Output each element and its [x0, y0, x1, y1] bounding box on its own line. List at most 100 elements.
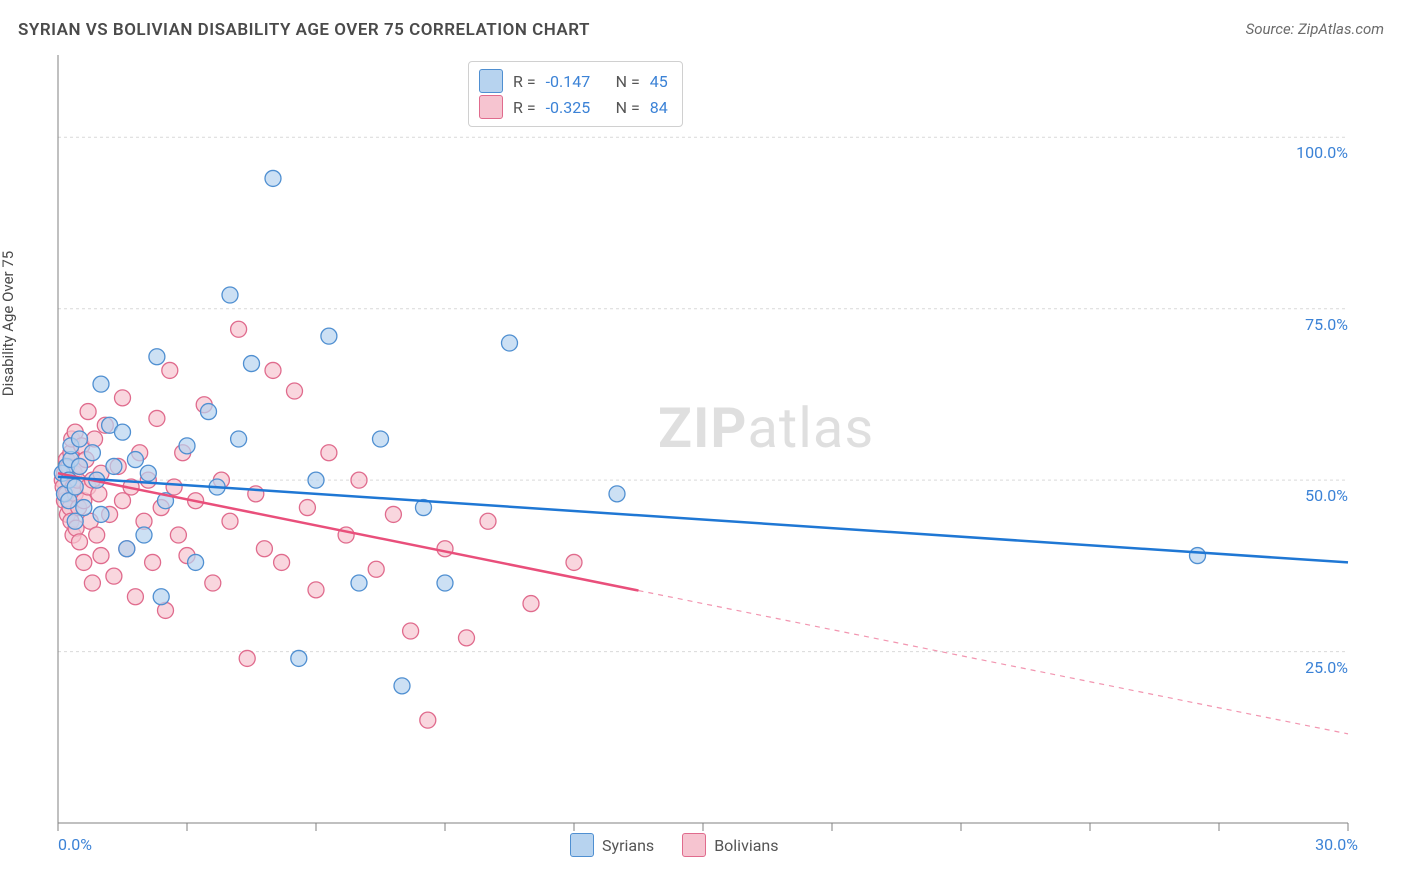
legend-n-label: N =: [616, 72, 640, 91]
scatter-point: [609, 486, 625, 502]
scatter-point: [265, 170, 281, 186]
scatter-point: [222, 287, 238, 303]
trend-line: [58, 477, 1348, 563]
legend-n-value: 84: [650, 98, 668, 117]
legend-swatch: [682, 833, 706, 857]
y-tick-label: 75.0%: [1278, 315, 1348, 334]
scatter-point: [403, 623, 419, 639]
y-tick-label: 25.0%: [1278, 658, 1348, 677]
legend-bottom-series: Syrians Bolivians: [570, 833, 779, 857]
scatter-point: [222, 513, 238, 529]
scatter-point: [115, 390, 131, 406]
scatter-point: [321, 445, 337, 461]
legend-stat-row: R = -0.147 N = 45: [479, 68, 668, 94]
scatter-point: [140, 465, 156, 481]
scatter-point: [523, 596, 539, 612]
legend-swatch: [479, 69, 503, 93]
scatter-point: [93, 506, 109, 522]
legend-r-value: -0.147: [546, 72, 606, 91]
scatter-point: [256, 541, 272, 557]
scatter-point: [368, 561, 384, 577]
scatter-point: [239, 650, 255, 666]
scatter-point: [115, 493, 131, 509]
scatter-point: [67, 513, 83, 529]
legend-r-label: R =: [513, 72, 536, 91]
chart-container: Disability Age Over 75 25.0%50.0%75.0%10…: [18, 55, 1388, 865]
scatter-point: [179, 438, 195, 454]
scatter-point: [72, 431, 88, 447]
trend-line-extrapolated: [639, 591, 1349, 734]
y-axis-label: Disability Age Over 75: [0, 251, 17, 396]
scatter-point: [459, 630, 475, 646]
scatter-point: [274, 554, 290, 570]
scatter-point: [93, 548, 109, 564]
scatter-point: [93, 376, 109, 392]
scatter-point: [373, 431, 389, 447]
correlation-scatter-chart: [18, 55, 1388, 863]
scatter-point: [385, 506, 401, 522]
y-tick-label: 50.0%: [1278, 486, 1348, 505]
scatter-point: [299, 500, 315, 516]
legend-swatch: [570, 833, 594, 857]
x-tick-label: 30.0%: [1298, 835, 1358, 854]
scatter-point: [231, 431, 247, 447]
legend-r-value: -0.325: [546, 98, 606, 117]
scatter-point: [72, 534, 88, 550]
scatter-point: [265, 362, 281, 378]
scatter-point: [351, 472, 367, 488]
scatter-point: [149, 410, 165, 426]
scatter-point: [287, 383, 303, 399]
scatter-point: [145, 554, 161, 570]
scatter-point: [437, 541, 453, 557]
legend-n-value: 45: [650, 72, 668, 91]
scatter-point: [502, 335, 518, 351]
scatter-point: [72, 458, 88, 474]
legend-r-label: R =: [513, 98, 536, 117]
scatter-point: [115, 424, 131, 440]
scatter-point: [394, 678, 410, 694]
x-tick-label: 0.0%: [58, 835, 92, 854]
scatter-point: [205, 575, 221, 591]
scatter-point: [308, 582, 324, 598]
scatter-point: [149, 349, 165, 365]
source-label: Source:: [1246, 20, 1295, 38]
legend-series-label: Syrians: [602, 836, 654, 855]
scatter-point: [106, 458, 122, 474]
y-tick-label: 100.0%: [1278, 143, 1348, 162]
legend-series-item: Syrians: [570, 833, 654, 857]
scatter-point: [1190, 548, 1206, 564]
scatter-point: [80, 404, 96, 420]
scatter-point: [291, 650, 307, 666]
source-name: ZipAtlas.com: [1298, 20, 1384, 38]
scatter-point: [351, 575, 367, 591]
scatter-point: [76, 554, 92, 570]
scatter-point: [308, 472, 324, 488]
scatter-point: [170, 527, 186, 543]
scatter-point: [566, 554, 582, 570]
scatter-point: [480, 513, 496, 529]
scatter-point: [127, 452, 143, 468]
scatter-point: [119, 541, 135, 557]
scatter-point: [321, 328, 337, 344]
legend-swatch: [479, 95, 503, 119]
scatter-point: [201, 404, 217, 420]
legend-series-label: Bolivians: [714, 836, 778, 855]
scatter-point: [127, 589, 143, 605]
legend-n-label: N =: [616, 98, 640, 117]
scatter-point: [76, 500, 92, 516]
scatter-point: [437, 575, 453, 591]
scatter-point: [420, 712, 436, 728]
scatter-point: [136, 527, 152, 543]
legend-stat-row: R = -0.325 N = 84: [479, 94, 668, 120]
legend-top-stats: R = -0.147 N = 45 R = -0.325 N = 84: [468, 61, 683, 127]
scatter-point: [153, 589, 169, 605]
chart-title: SYRIAN VS BOLIVIAN DISABILITY AGE OVER 7…: [18, 20, 590, 40]
scatter-point: [84, 445, 100, 461]
scatter-point: [244, 356, 260, 372]
legend-series-item: Bolivians: [682, 833, 778, 857]
scatter-point: [166, 479, 182, 495]
scatter-point: [106, 568, 122, 584]
scatter-point: [162, 362, 178, 378]
scatter-point: [89, 527, 105, 543]
source-attribution: Source: ZipAtlas.com: [1246, 20, 1384, 38]
